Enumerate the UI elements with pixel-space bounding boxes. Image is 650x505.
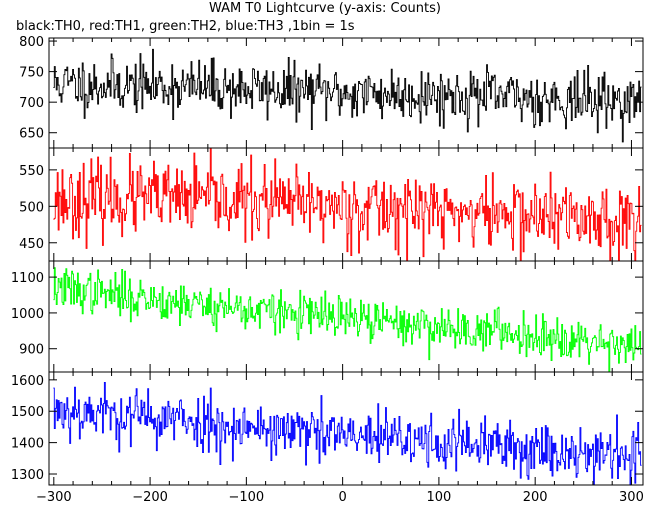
series-line-0 <box>53 48 642 143</box>
panel-2: 900 1000 1100 <box>11 260 644 373</box>
x-tick-label-0: −300 <box>36 490 72 505</box>
y-tick-label-0-2: 750 <box>19 66 44 81</box>
y-tick-label-0-0: 650 <box>19 127 44 142</box>
y-tick-label-1-0: 450 <box>19 237 44 252</box>
y-tick-label-0-3: 800 <box>19 35 44 50</box>
x-tick-label-5: 200 <box>523 490 548 505</box>
panel-1: 450 500 550 <box>19 147 644 262</box>
x-tick-label-3: 0 <box>338 490 346 505</box>
y-tick-label-0-1: 700 <box>19 96 44 111</box>
y-tick-label-2-2: 1100 <box>11 271 44 286</box>
chart-title: WAM T0 Lightcurve (y-axis: Counts) <box>209 1 441 16</box>
series-line-1 <box>53 148 642 261</box>
y-tick-label-3-2: 1500 <box>11 405 44 420</box>
chart-subtitle: black:TH0, red:TH1, green:TH2, blue:TH3 … <box>16 19 355 34</box>
y-tick-label-2-0: 900 <box>19 343 44 358</box>
y-tick-label-2-1: 1000 <box>11 307 44 322</box>
y-tick-label-3-0: 1300 <box>11 468 44 483</box>
y-tick-label-3-1: 1400 <box>11 437 44 452</box>
x-tick-label-6: 300 <box>619 490 644 505</box>
y-tick-label-1-2: 550 <box>19 164 44 179</box>
y-tick-label-1-1: 500 <box>19 200 44 215</box>
x-tick-label-2: −100 <box>228 490 264 505</box>
series-line-3 <box>53 381 642 485</box>
x-tick-label-4: 100 <box>426 490 451 505</box>
panel-3: 1300 1400 1500 1600 <box>11 371 644 486</box>
series-line-2 <box>53 267 642 372</box>
x-tick-label-1: −200 <box>132 490 168 505</box>
panel-frame-3 <box>48 371 644 486</box>
y-tick-label-3-3: 1600 <box>11 374 44 389</box>
panel-0: 650 700 750 800 <box>19 35 644 149</box>
